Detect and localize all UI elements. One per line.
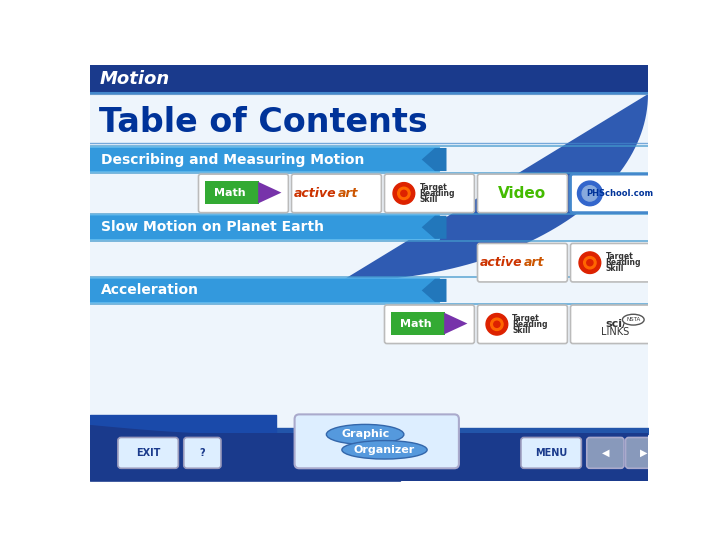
Text: ◀: ◀ — [602, 448, 609, 458]
FancyBboxPatch shape — [384, 305, 474, 343]
FancyBboxPatch shape — [587, 437, 624, 468]
FancyBboxPatch shape — [89, 147, 439, 172]
FancyBboxPatch shape — [477, 174, 567, 213]
Circle shape — [494, 321, 500, 327]
Circle shape — [393, 183, 415, 204]
Text: LINKS: LINKS — [601, 327, 629, 337]
Text: PHSchool.com: PHSchool.com — [586, 189, 653, 198]
Bar — [90, 433, 648, 481]
Bar — [90, 94, 648, 434]
FancyBboxPatch shape — [570, 244, 660, 282]
FancyBboxPatch shape — [477, 244, 567, 282]
Text: art: art — [338, 187, 359, 200]
Text: Target: Target — [606, 252, 633, 261]
FancyBboxPatch shape — [89, 215, 439, 240]
Circle shape — [490, 318, 503, 330]
Text: Describing and Measuring Motion: Describing and Measuring Motion — [101, 152, 364, 166]
Polygon shape — [444, 313, 467, 334]
FancyBboxPatch shape — [118, 437, 179, 468]
Polygon shape — [258, 182, 282, 204]
Text: NSTA: NSTA — [626, 317, 640, 322]
FancyBboxPatch shape — [292, 174, 382, 213]
Text: Skill: Skill — [419, 195, 438, 204]
Text: Reading: Reading — [606, 258, 641, 267]
Circle shape — [401, 190, 407, 197]
Text: active: active — [294, 187, 336, 200]
FancyBboxPatch shape — [626, 437, 662, 468]
Text: Skill: Skill — [606, 265, 624, 273]
Polygon shape — [422, 279, 446, 302]
FancyBboxPatch shape — [184, 437, 221, 468]
Text: Slow Motion on Planet Earth: Slow Motion on Planet Earth — [101, 220, 324, 234]
Polygon shape — [341, 94, 648, 281]
Text: Target: Target — [419, 183, 447, 192]
FancyBboxPatch shape — [384, 174, 474, 213]
FancyBboxPatch shape — [570, 174, 660, 213]
Text: ▶: ▶ — [640, 448, 648, 458]
Text: Reading: Reading — [513, 320, 548, 329]
Circle shape — [579, 252, 600, 273]
Text: Target: Target — [513, 314, 540, 322]
Circle shape — [577, 181, 602, 206]
Ellipse shape — [622, 314, 644, 325]
Text: Video: Video — [498, 186, 546, 201]
Text: EXIT: EXIT — [136, 448, 161, 458]
Circle shape — [587, 260, 593, 266]
Text: sci/: sci/ — [605, 319, 626, 329]
FancyBboxPatch shape — [294, 414, 459, 468]
Text: Math: Math — [400, 319, 432, 328]
Circle shape — [397, 187, 410, 200]
Polygon shape — [422, 215, 446, 239]
Circle shape — [582, 186, 598, 201]
Text: Table of Contents: Table of Contents — [99, 106, 428, 139]
FancyBboxPatch shape — [199, 174, 289, 213]
FancyBboxPatch shape — [391, 312, 445, 335]
Polygon shape — [422, 148, 446, 171]
Text: Math: Math — [215, 187, 246, 198]
FancyBboxPatch shape — [204, 181, 259, 204]
FancyBboxPatch shape — [521, 437, 581, 468]
Ellipse shape — [326, 424, 404, 444]
Text: Motion: Motion — [99, 70, 169, 89]
Text: art: art — [524, 256, 544, 269]
Text: Reading: Reading — [419, 189, 455, 198]
Text: active: active — [480, 256, 523, 269]
Bar — [90, 65, 648, 94]
Ellipse shape — [342, 441, 427, 459]
FancyBboxPatch shape — [477, 305, 567, 343]
Text: Skill: Skill — [513, 326, 531, 335]
Circle shape — [584, 256, 596, 269]
Text: Graphic: Graphic — [341, 429, 390, 440]
FancyBboxPatch shape — [89, 278, 439, 303]
Text: Acceleration: Acceleration — [101, 284, 199, 298]
Text: ?: ? — [199, 448, 205, 458]
Bar — [90, 94, 648, 434]
Text: MENU: MENU — [535, 448, 567, 458]
FancyBboxPatch shape — [570, 305, 660, 343]
Circle shape — [486, 314, 508, 335]
Text: Organizer: Organizer — [354, 445, 415, 455]
